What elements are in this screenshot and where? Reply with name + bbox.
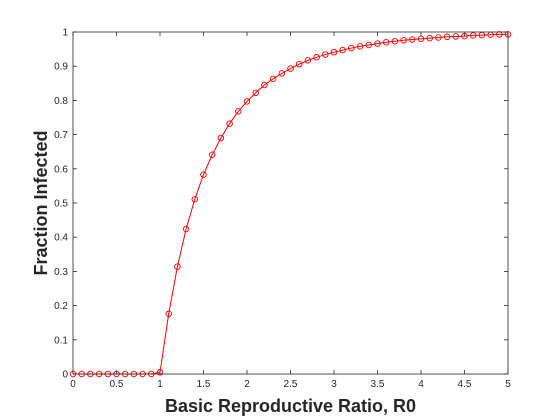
- data-point: [156, 369, 164, 376]
- y-tick-label: 0.3: [54, 267, 68, 278]
- data-point: [330, 48, 338, 56]
- data-point: [252, 89, 259, 97]
- data-point: [322, 51, 329, 58]
- x-axis-title: Basic Reproductive Ratio, R0: [165, 396, 416, 416]
- data-point: [426, 34, 433, 42]
- data-point: [469, 32, 477, 39]
- y-axis-title: Fraction Infected: [31, 130, 51, 275]
- x-tick-label: 2: [244, 379, 250, 390]
- y-tick-label: 0: [62, 370, 68, 381]
- data-point: [400, 36, 407, 44]
- data-point: [226, 120, 233, 127]
- data-point: [208, 151, 216, 159]
- data-point: [452, 33, 460, 40]
- y-tick-label: 0.2: [54, 301, 68, 312]
- y-tick-label: 0.6: [54, 164, 68, 175]
- x-tick-label: 3: [331, 379, 337, 390]
- x-tick-label: 4.5: [458, 379, 472, 390]
- data-point: [339, 46, 346, 54]
- x-tick-label: 1: [157, 379, 163, 390]
- data-point: [217, 134, 225, 142]
- axes-box: [72, 31, 509, 375]
- data-point: [287, 65, 294, 72]
- y-tick-label: 0.5: [54, 199, 68, 210]
- data-point: [461, 32, 468, 40]
- data-point: [200, 171, 207, 178]
- y-tick-label: 0.4: [54, 233, 68, 244]
- data-point: [356, 43, 364, 50]
- y-tick-label: 0.1: [54, 335, 68, 346]
- data-point: [496, 31, 503, 38]
- x-tick-label: 0: [70, 379, 76, 390]
- plot-area: [73, 32, 508, 374]
- data-point: [409, 36, 416, 43]
- data-point: [365, 41, 373, 49]
- data-point: [278, 70, 286, 77]
- data-point: [295, 60, 303, 68]
- data-point: [261, 81, 268, 89]
- y-tick-label: 1: [62, 28, 68, 39]
- x-tick-label: 3.5: [371, 379, 385, 390]
- data-point: [391, 37, 399, 45]
- data-point: [182, 225, 190, 233]
- y-tick-label: 0.8: [54, 96, 68, 107]
- y-tick-label: 0.7: [54, 130, 68, 141]
- data-point: [191, 195, 199, 203]
- data-point: [165, 310, 172, 318]
- x-tick-label: 4: [418, 379, 424, 390]
- data-point: [313, 54, 320, 61]
- y-tick-label: 0.9: [54, 62, 68, 73]
- data-point: [443, 33, 451, 41]
- data-point: [382, 39, 390, 46]
- data-point: [235, 108, 242, 115]
- data-point: [269, 75, 277, 83]
- data-point: [435, 34, 442, 41]
- x-tick-label: 0.5: [110, 379, 124, 390]
- x-tick-label: 2.5: [284, 379, 298, 390]
- data-point: [374, 40, 381, 47]
- x-tick-label: 5: [505, 379, 511, 390]
- data-point: [417, 35, 425, 43]
- x-tick-label: 1.5: [197, 379, 211, 390]
- data-point: [243, 98, 251, 105]
- data-point: [304, 57, 312, 64]
- data-point: [174, 263, 181, 270]
- data-point: [348, 44, 355, 52]
